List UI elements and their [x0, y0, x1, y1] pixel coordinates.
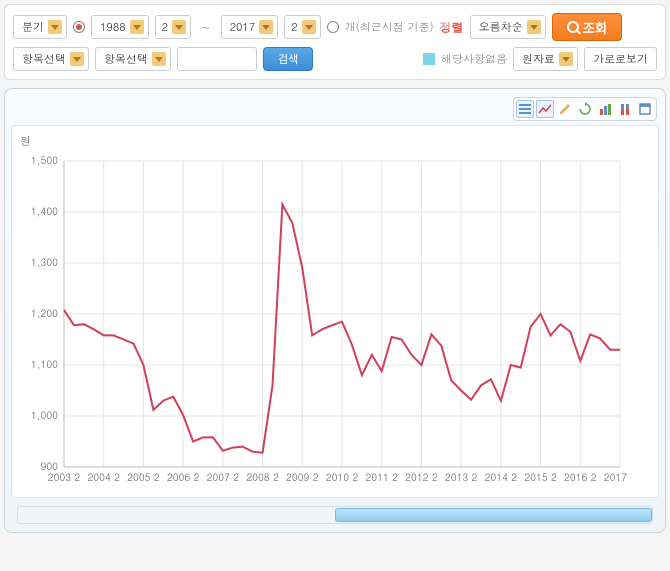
item-select-1[interactable]: 항목선택 — [13, 47, 89, 71]
na-swatch — [423, 53, 435, 65]
radio-recent[interactable] — [327, 21, 339, 33]
svg-text:2015 2: 2015 2 — [524, 470, 557, 484]
svg-text:2013 2: 2013 2 — [445, 470, 478, 484]
svg-text:2011 2: 2011 2 — [365, 470, 398, 484]
tool-refresh-icon[interactable] — [576, 100, 594, 118]
svg-text:2012 2: 2012 2 — [405, 470, 438, 484]
svg-text:1,300: 1,300 — [31, 255, 58, 269]
svg-text:2006 2: 2006 2 — [167, 470, 200, 484]
chart-scroll-thumb[interactable] — [335, 508, 652, 522]
svg-text:1,400: 1,400 — [31, 204, 58, 218]
radio-range[interactable] — [73, 21, 85, 33]
tool-stacked-icon[interactable] — [616, 100, 634, 118]
svg-text:2016 2: 2016 2 — [564, 470, 597, 484]
recent-label: 개(최근시점 기준) — [345, 20, 434, 35]
sort-label: 정렬 — [440, 19, 464, 36]
chart-scrollbar[interactable] — [17, 506, 653, 524]
svg-text:2009 2: 2009 2 — [286, 470, 319, 484]
chart-area: 원 9001,0001,1001,2001,3001,4001,5002003 … — [11, 125, 659, 498]
search-icon — [567, 21, 579, 33]
chevron-down-icon — [130, 20, 144, 34]
sort-order-value: 오름차순 — [479, 20, 523, 35]
chevron-down-icon — [152, 52, 166, 66]
period-type-select[interactable]: 분기 — [13, 15, 67, 39]
view-mode-select[interactable]: 가로로보기 — [584, 47, 657, 71]
svg-text:1,500: 1,500 — [31, 153, 58, 167]
chevron-down-icon — [48, 20, 62, 34]
end-q-select[interactable]: 2 — [284, 15, 320, 39]
start-q-value: 2 — [162, 20, 168, 35]
svg-text:1,200: 1,200 — [31, 306, 58, 320]
period-type-value: 분기 — [22, 20, 44, 35]
end-year-value: 2017 — [230, 20, 256, 35]
svg-text:2004 2: 2004 2 — [87, 470, 120, 484]
filter-input[interactable] — [177, 47, 257, 71]
line-chart: 9001,0001,1001,2001,3001,4001,5002003 22… — [20, 153, 630, 493]
svg-text:1,000: 1,000 — [31, 408, 58, 422]
data-source-value: 원자료 — [522, 52, 555, 67]
svg-text:2008 2: 2008 2 — [246, 470, 279, 484]
submit-label: 조회 — [583, 18, 608, 37]
sort-order-select[interactable]: 오름차순 — [470, 15, 546, 39]
search-button-label: 검색 — [278, 54, 298, 66]
start-year-value: 1988 — [100, 20, 126, 35]
start-year-select[interactable]: 1988 — [91, 15, 149, 39]
data-source-select[interactable]: 원자료 — [513, 47, 578, 71]
item-select-2[interactable]: 항목선택 — [95, 47, 171, 71]
svg-text:2010 2: 2010 2 — [326, 470, 359, 484]
chevron-down-icon — [259, 20, 273, 34]
chevron-down-icon — [302, 20, 316, 34]
tool-export-icon[interactable] — [636, 100, 654, 118]
y-axis-title: 원 — [20, 134, 650, 149]
chevron-down-icon — [559, 52, 573, 66]
tool-line-chart-icon[interactable] — [536, 100, 554, 118]
item-select-2-value: 항목선택 — [104, 52, 148, 67]
view-mode-value: 가로로보기 — [593, 52, 648, 67]
svg-text:2007 2: 2007 2 — [207, 470, 240, 484]
start-q-select[interactable]: 2 — [155, 15, 191, 39]
chevron-down-icon — [70, 52, 84, 66]
svg-text:2003 2: 2003 2 — [48, 470, 81, 484]
item-select-1-value: 항목선택 — [22, 52, 66, 67]
svg-text:2014 2: 2014 2 — [485, 470, 518, 484]
end-q-value: 2 — [291, 20, 297, 35]
tool-pencil-icon[interactable] — [556, 100, 574, 118]
tool-list-icon[interactable] — [516, 100, 534, 118]
submit-button[interactable]: 조회 — [552, 13, 623, 41]
na-label: 해당사항없음 — [441, 52, 507, 67]
svg-text:2017 2: 2017 2 — [604, 470, 630, 484]
svg-text:2005 2: 2005 2 — [127, 470, 160, 484]
end-year-select[interactable]: 2017 — [221, 15, 279, 39]
search-button[interactable]: 검색 — [263, 47, 313, 71]
range-tilde: ~ — [197, 19, 215, 36]
svg-text:1,100: 1,100 — [31, 357, 58, 371]
tool-bars-icon[interactable] — [596, 100, 614, 118]
chart-panel: 원 9001,0001,1001,2001,3001,4001,5002003 … — [4, 88, 666, 533]
chevron-down-icon — [172, 20, 186, 34]
chevron-down-icon — [527, 20, 541, 34]
chart-toolbar — [513, 97, 657, 121]
